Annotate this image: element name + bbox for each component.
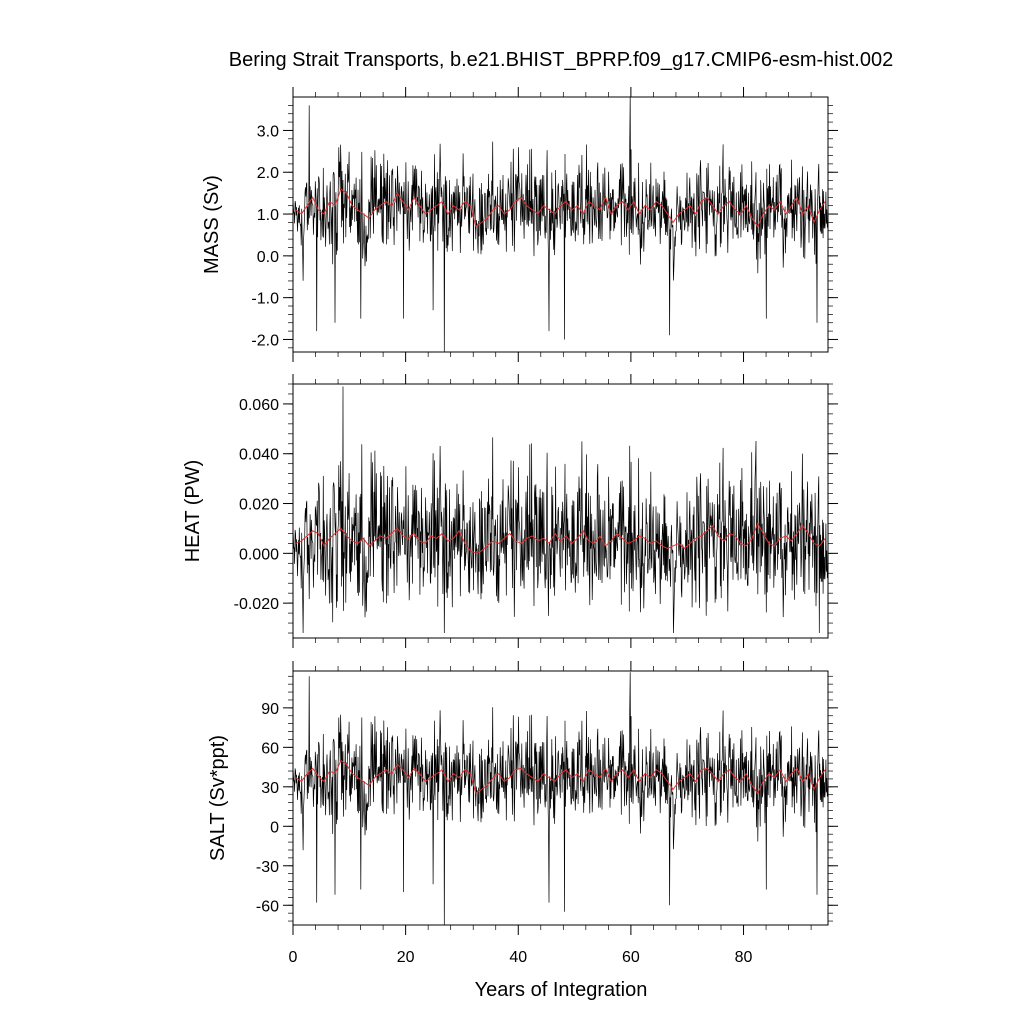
heat-ytick-label: 0.060 xyxy=(239,397,279,414)
heat-ytick-label: 0.000 xyxy=(239,546,279,563)
mass-annual-mean-line xyxy=(295,188,826,228)
salt-ytick-label: 60 xyxy=(261,740,279,757)
mass-ytick-label: 2.0 xyxy=(257,165,279,182)
heat-plot-frame xyxy=(292,383,829,639)
mass-plot-frame xyxy=(292,96,829,353)
salt-axis-label: SALT (Sv*ppt) xyxy=(207,735,229,861)
mass-ytick-label: -1.0 xyxy=(251,291,279,308)
chart-title: Bering Strait Transports, b.e21.BHIST_BP… xyxy=(229,49,893,71)
heat-ytick-label: 0.020 xyxy=(239,497,279,514)
panel-mass: 3.0 2.0 1.0 0.0 -1.0 -2.0 MASS (Sv) xyxy=(201,87,838,362)
heat-ytick-label: -0.020 xyxy=(234,596,279,613)
salt-xtick-label: 0 xyxy=(289,949,298,966)
salt-ticks: 90 60 30 0 -30 -60 0 20 40 60 80 xyxy=(256,661,838,966)
heat-axis-label: HEAT (PW) xyxy=(182,460,204,563)
mass-ytick-label: 0.0 xyxy=(257,249,279,266)
mass-series xyxy=(293,97,828,352)
x-axis-label: Years of Integration xyxy=(475,979,648,1001)
salt-xtick-label: 20 xyxy=(397,949,415,966)
mass-ytick-label: 1.0 xyxy=(257,207,279,224)
heat-ytick-label: 0.040 xyxy=(239,447,279,464)
heat-monthly-line xyxy=(293,386,828,634)
mass-ytick-label: -2.0 xyxy=(251,332,279,349)
salt-monthly-line xyxy=(293,672,828,925)
mass-monthly-line xyxy=(293,97,828,352)
mass-ytick-label: 3.0 xyxy=(257,123,279,140)
salt-xtick-label: 60 xyxy=(622,949,640,966)
panel-salt: 90 60 30 0 -30 -60 0 20 40 60 80 SALT (Sv*ppt) xyxy=(207,661,838,966)
salt-series xyxy=(293,672,828,925)
salt-xtick-label: 80 xyxy=(735,949,753,966)
salt-ytick-label: 90 xyxy=(261,701,279,718)
mass-ticks: 3.0 2.0 1.0 0.0 -1.0 -2.0 xyxy=(251,87,838,362)
heat-ticks: 0.060 0.040 0.020 0.000 -0.020 xyxy=(234,374,838,648)
salt-plot-frame xyxy=(292,670,829,926)
salt-ytick-label: -60 xyxy=(256,898,279,915)
salt-ytick-label: 30 xyxy=(261,780,279,797)
salt-xtick-label: 40 xyxy=(509,949,527,966)
mass-axis-label: MASS (Sv) xyxy=(201,175,223,274)
salt-ytick-label: 0 xyxy=(270,819,279,836)
salt-ytick-label: -30 xyxy=(256,859,279,876)
heat-annual-mean-line xyxy=(295,522,826,554)
heat-series xyxy=(293,386,828,634)
salt-annual-mean-line xyxy=(295,759,826,795)
panel-heat: 0.060 0.040 0.020 0.000 -0.020 HEAT (PW) xyxy=(182,374,838,648)
